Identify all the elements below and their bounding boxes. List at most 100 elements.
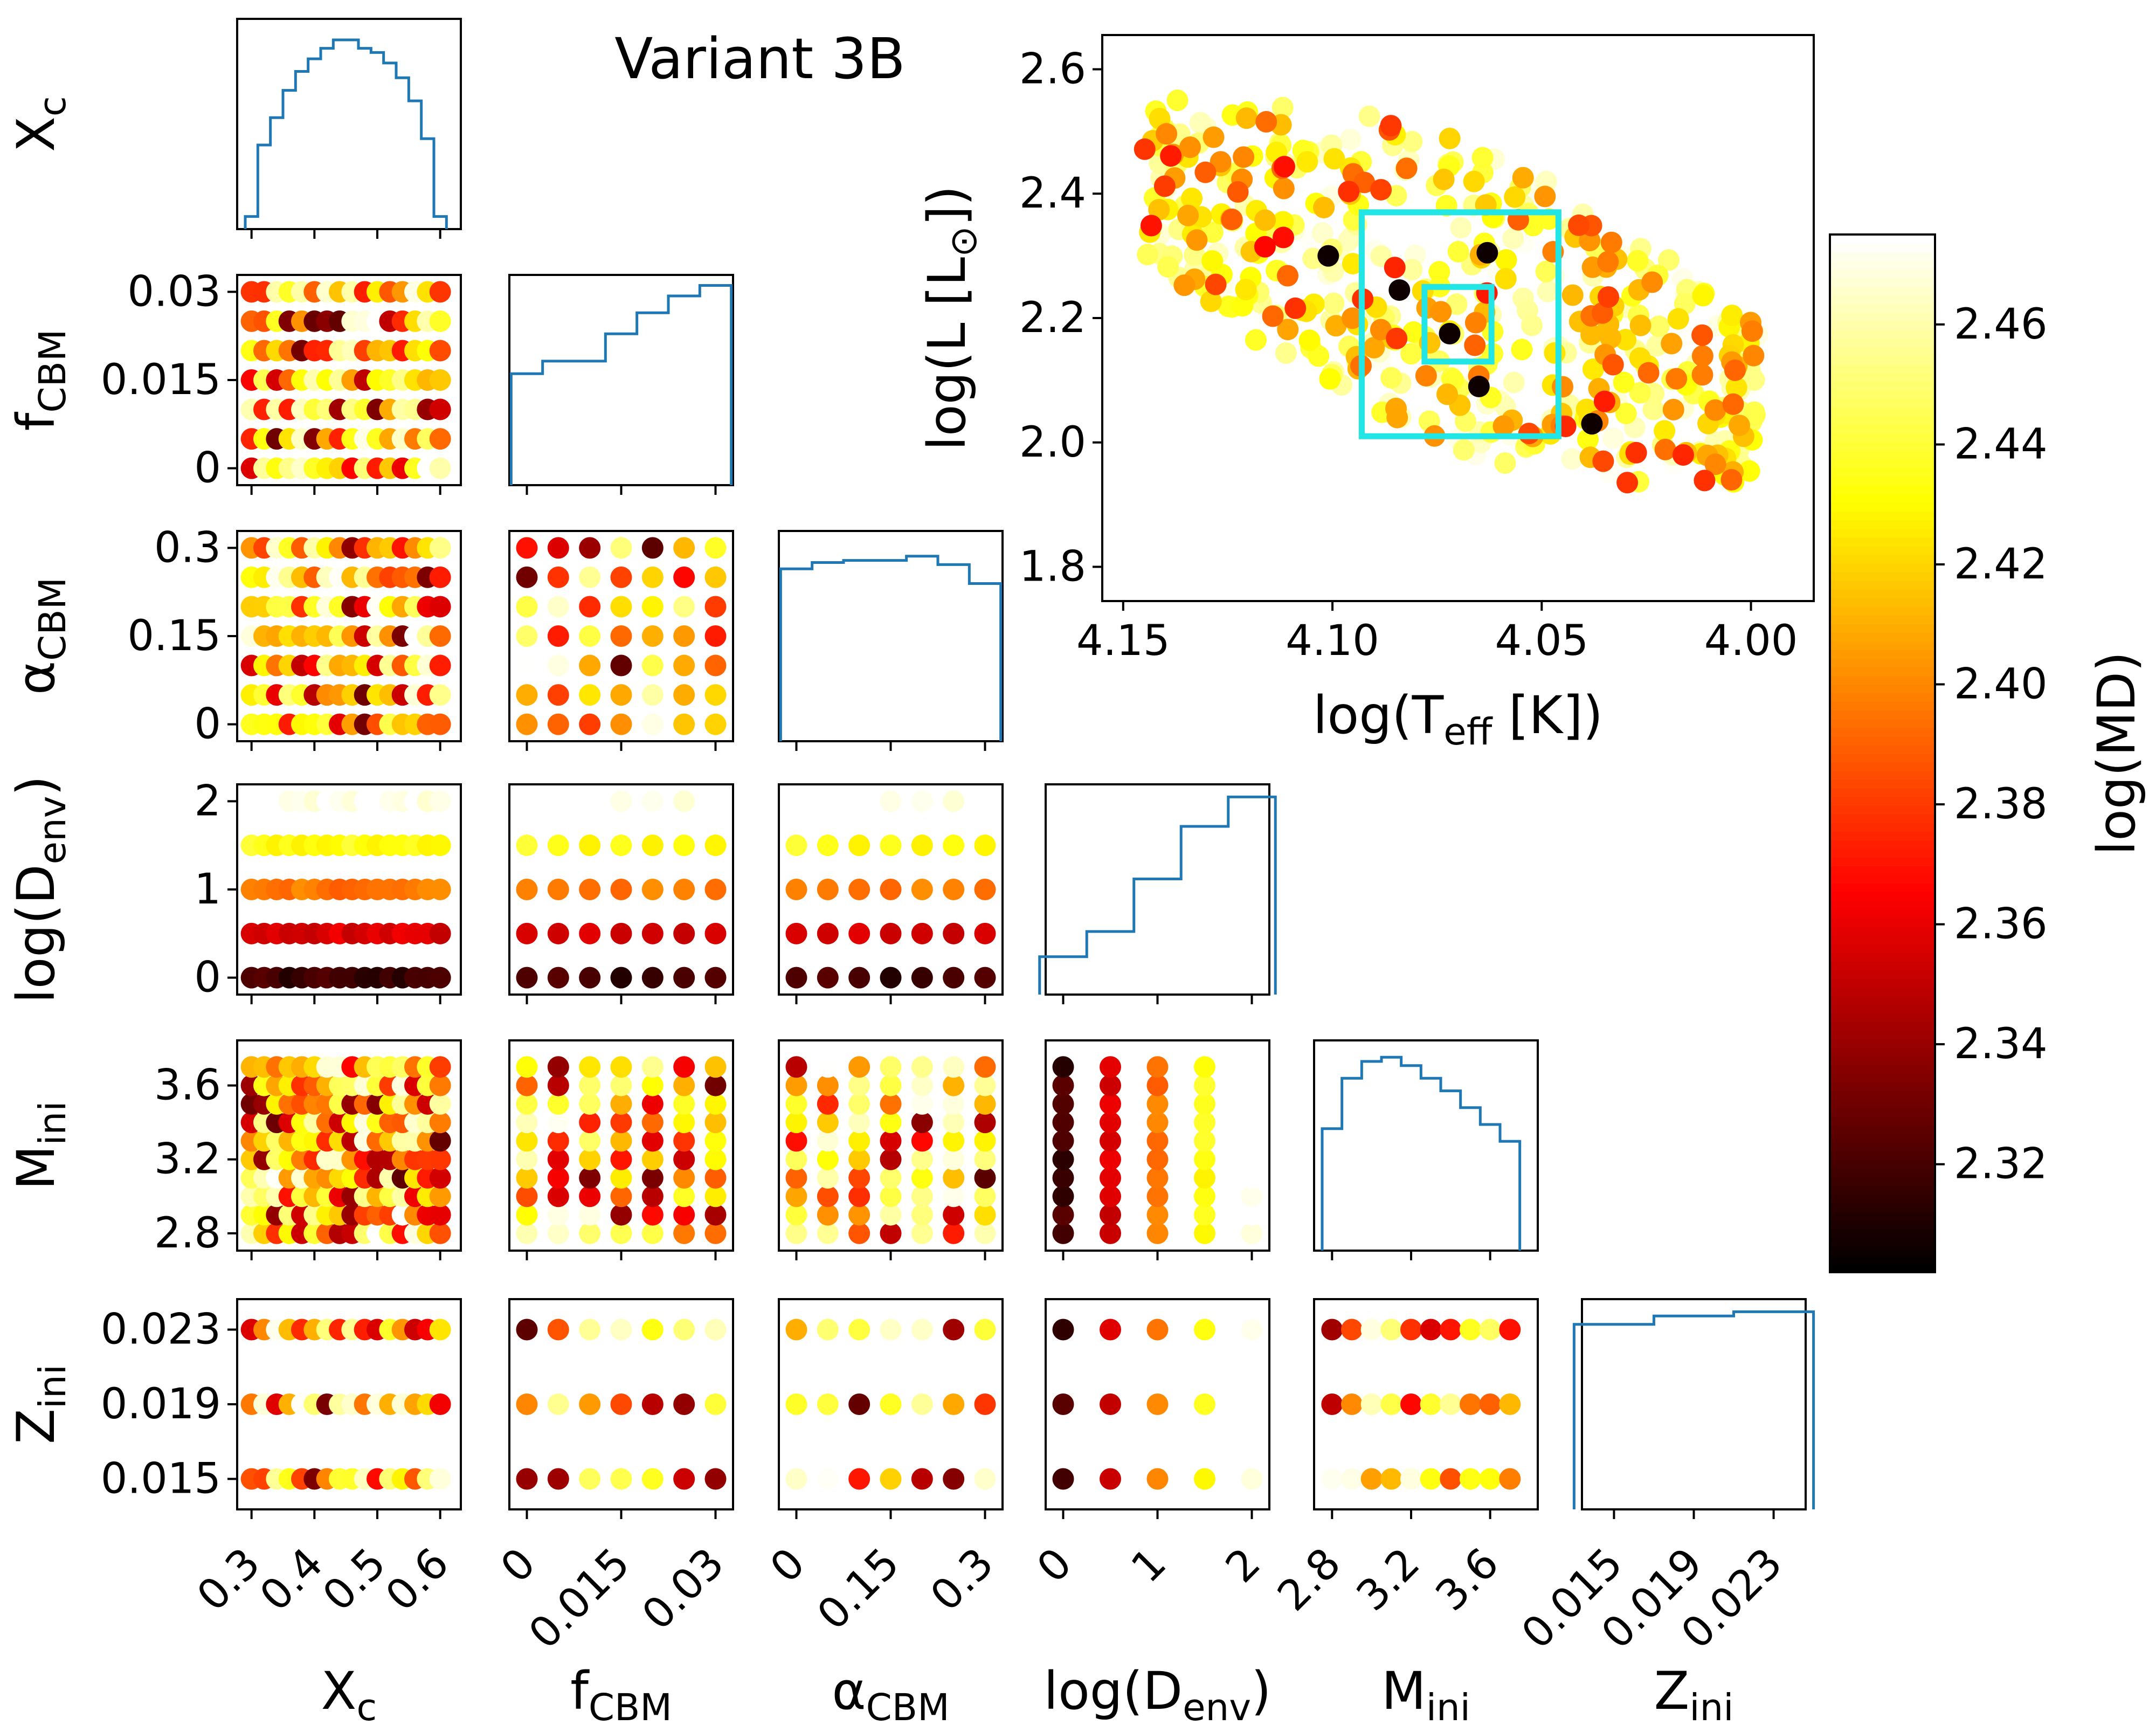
data-point <box>641 922 664 944</box>
data-point <box>429 340 451 362</box>
hr-model-point <box>1492 415 1515 437</box>
data-point <box>911 1112 933 1134</box>
y-tick-label: 0 <box>194 954 221 1002</box>
colorbar-strip <box>1830 295 1935 305</box>
x-tick-label: 1 <box>1122 1539 1176 1592</box>
data-point <box>1241 1167 1263 1189</box>
data-point <box>641 1468 664 1490</box>
data-point <box>785 1056 807 1078</box>
panel-fCBM-vs-Xc <box>227 274 462 495</box>
y-axis-label-aCBM: αCBM <box>6 577 74 695</box>
hr-model-point <box>1615 403 1637 425</box>
hr-model-point <box>1439 127 1461 149</box>
data-point <box>1499 1468 1521 1490</box>
hr-model-point <box>1201 250 1224 272</box>
data-point <box>641 625 664 647</box>
panel-Zini-vs-fCBM <box>508 1298 734 1519</box>
data-point <box>785 1130 807 1152</box>
colorbar-strip <box>1830 589 1935 598</box>
data-point <box>848 1222 870 1244</box>
colorbar-strip <box>1830 986 1935 996</box>
data-point <box>547 1074 569 1096</box>
data-point <box>848 834 870 857</box>
colorbar-strip <box>1830 753 1935 763</box>
data-point <box>880 1130 902 1152</box>
data-point <box>911 1185 933 1208</box>
data-point <box>1241 1148 1263 1170</box>
data-point <box>848 1093 870 1115</box>
data-point <box>880 1093 902 1115</box>
data-point <box>785 1185 807 1208</box>
colorbar-strip <box>1830 805 1935 815</box>
data-point <box>610 967 632 989</box>
data-point <box>911 1468 933 1490</box>
data-point <box>1241 1056 1263 1078</box>
data-point <box>943 879 965 900</box>
panel-Mini-vs-Xc <box>227 1039 462 1260</box>
data-point <box>641 1112 664 1134</box>
data-point <box>817 1148 839 1170</box>
hr-model-point <box>1235 279 1257 301</box>
colorbar-strip <box>1830 1229 1935 1238</box>
data-point <box>429 1112 451 1134</box>
hr-diagram: 4.15 4.10 4.05 4.00 2.6 2.4 2.2 2.0 1.8 log(Teff … <box>917 34 1815 754</box>
hr-model-point <box>1313 196 1335 218</box>
data-point <box>1052 1130 1074 1152</box>
data-point <box>817 922 839 944</box>
x-tick-label: 2.8 <box>1268 1539 1350 1620</box>
colorbar-strip <box>1830 1263 1935 1273</box>
data-point <box>516 1204 538 1226</box>
colorbar-tick-label: 2.38 <box>1954 780 2048 829</box>
data-point <box>641 834 664 857</box>
hr-model-point <box>1657 249 1680 271</box>
data-point <box>1241 1130 1263 1152</box>
colorbar-strip <box>1830 398 1935 408</box>
colorbar-strip <box>1830 866 1935 875</box>
colorbar-tick-label: 2.44 <box>1954 420 2048 468</box>
data-point <box>974 1112 996 1134</box>
data-point <box>1100 1167 1121 1189</box>
data-point <box>1100 1319 1121 1341</box>
colorbar-strip <box>1830 477 1935 486</box>
data-point <box>704 834 727 857</box>
hr-model-point <box>1386 327 1408 349</box>
data-point <box>641 879 664 900</box>
data-point <box>547 1393 569 1415</box>
data-point <box>1146 1393 1169 1415</box>
data-point <box>610 1319 632 1341</box>
data-point <box>911 834 933 857</box>
data-point <box>848 1148 870 1170</box>
panel-fCBM-vs-fCBM <box>508 274 734 495</box>
data-point <box>673 684 695 706</box>
data-point <box>429 1074 451 1096</box>
colorbar-strip <box>1830 381 1935 391</box>
colorbar-tick-label: 2.46 <box>1954 300 2048 349</box>
data-point <box>1146 1112 1169 1134</box>
y-tick-label: 0.015 <box>101 356 221 404</box>
hr-model-point <box>1137 244 1159 266</box>
colorbar-strip <box>1830 347 1935 356</box>
hr-y-tick-label: 2.0 <box>1019 418 1086 467</box>
hr-model-point <box>1338 181 1360 203</box>
scatter-Mini-vs-Xc <box>240 1056 451 1244</box>
hr-model-point <box>1200 291 1222 313</box>
data-point <box>673 1468 695 1490</box>
hr-model-point <box>1380 367 1402 389</box>
hr-model-point <box>1342 307 1364 329</box>
y-tick-label: 0.15 <box>127 612 221 660</box>
colorbar-strip <box>1830 1168 1935 1178</box>
colorbar-strip <box>1830 1177 1935 1186</box>
colorbar-strip <box>1830 779 1935 789</box>
hr-model-point <box>1308 345 1330 367</box>
data-point <box>547 1167 569 1189</box>
data-point <box>817 1393 839 1415</box>
data-point <box>547 1112 569 1134</box>
data-point <box>579 684 601 706</box>
colorbar-strip <box>1830 1254 1935 1264</box>
data-point <box>516 967 538 989</box>
hr-model-point <box>1156 123 1178 145</box>
colorbar-strip <box>1830 252 1935 261</box>
data-point <box>1194 1185 1215 1208</box>
data-point <box>785 879 807 900</box>
colorbar-tick-label: 2.40 <box>1954 660 2048 709</box>
